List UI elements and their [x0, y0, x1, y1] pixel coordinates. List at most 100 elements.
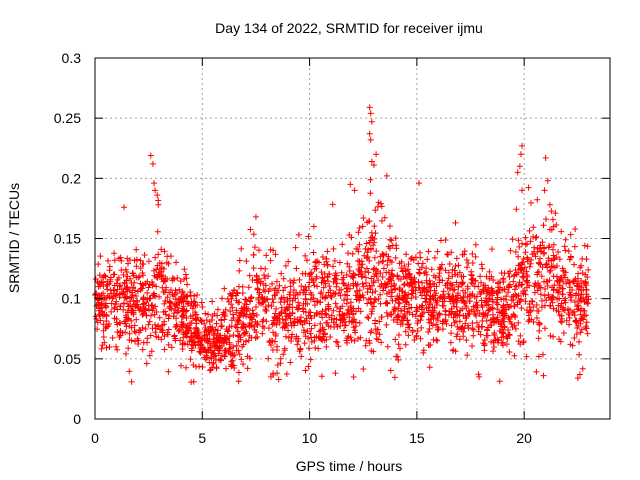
data-point: [490, 277, 497, 284]
data-point: [519, 273, 526, 280]
data-point: [370, 266, 377, 273]
data-point: [106, 344, 113, 351]
data-point: [228, 295, 235, 302]
data-point: [394, 272, 401, 279]
data-point: [290, 295, 297, 302]
data-point: [362, 245, 369, 252]
data-point: [506, 273, 513, 280]
data-point: [158, 273, 165, 280]
data-point: [558, 300, 565, 307]
data-point: [478, 323, 485, 330]
data-point: [187, 288, 194, 295]
data-point: [577, 287, 584, 294]
data-point: [242, 330, 249, 337]
data-point: [249, 307, 256, 314]
data-point: [308, 315, 315, 322]
data-point: [162, 297, 169, 304]
data-point: [538, 304, 545, 311]
data-point: [515, 237, 522, 244]
data-point: [409, 290, 416, 297]
y-tick-label: 0.25: [54, 110, 81, 126]
data-point: [541, 285, 548, 292]
data-point: [95, 261, 102, 268]
data-point: [184, 281, 191, 288]
data-point: [539, 239, 546, 246]
data-point: [340, 280, 347, 287]
data-point: [230, 311, 237, 318]
data-point: [139, 346, 146, 353]
data-point: [454, 271, 461, 278]
data-point: [343, 300, 350, 307]
data-point: [427, 283, 434, 290]
data-point: [355, 271, 362, 278]
data-point: [388, 259, 395, 266]
data-point: [442, 237, 449, 244]
data-point: [345, 307, 352, 314]
data-point: [361, 252, 368, 259]
data-point: [484, 298, 491, 305]
data-point: [339, 311, 346, 318]
data-point: [417, 317, 424, 324]
data-point: [506, 348, 513, 355]
data-point: [446, 285, 453, 292]
data-point: [409, 329, 416, 336]
data-point: [362, 274, 369, 281]
data-point: [128, 378, 135, 385]
data-point: [475, 371, 482, 378]
data-point: [534, 245, 541, 252]
data-point: [139, 272, 146, 279]
data-point: [158, 326, 165, 333]
data-point: [222, 306, 229, 313]
data-point: [356, 319, 363, 326]
data-point: [364, 300, 371, 307]
data-point: [455, 283, 462, 290]
data-point: [463, 314, 470, 321]
data-point: [148, 348, 155, 355]
data-point: [464, 285, 471, 292]
data-point: [465, 324, 472, 331]
data-point: [318, 373, 325, 380]
data-point: [575, 322, 582, 329]
data-point: [472, 302, 479, 309]
data-point: [373, 151, 380, 158]
data-point: [280, 275, 287, 282]
data-point: [256, 289, 263, 296]
data-point: [241, 329, 248, 336]
data-point: [274, 315, 281, 322]
data-point: [356, 241, 363, 248]
data-point: [252, 335, 259, 342]
data-point: [167, 300, 174, 307]
data-point: [161, 346, 168, 353]
data-point: [284, 297, 291, 304]
data-point: [235, 369, 242, 376]
data-point: [126, 336, 133, 343]
data-point: [480, 282, 487, 289]
data-point: [263, 252, 270, 259]
data-point: [145, 302, 152, 309]
data-point: [436, 310, 443, 317]
data-point: [119, 329, 126, 336]
data-point: [104, 281, 111, 288]
data-point: [474, 307, 481, 314]
data-point: [455, 262, 462, 269]
data-point: [555, 249, 562, 256]
data-point: [463, 304, 470, 311]
data-point: [263, 318, 270, 325]
data-point: [481, 347, 488, 354]
data-point: [226, 290, 233, 297]
data-point: [489, 298, 496, 305]
data-point: [515, 282, 522, 289]
data-point: [314, 283, 321, 290]
data-point: [109, 295, 116, 302]
data-point: [330, 263, 337, 270]
data-point: [496, 378, 503, 385]
data-point: [387, 245, 394, 252]
data-point: [498, 308, 505, 315]
data-point: [250, 310, 257, 317]
data-point: [500, 304, 507, 311]
data-point: [325, 301, 332, 308]
data-point: [114, 346, 121, 353]
data-point: [130, 297, 137, 304]
data-point: [459, 251, 466, 258]
data-point: [334, 339, 341, 346]
